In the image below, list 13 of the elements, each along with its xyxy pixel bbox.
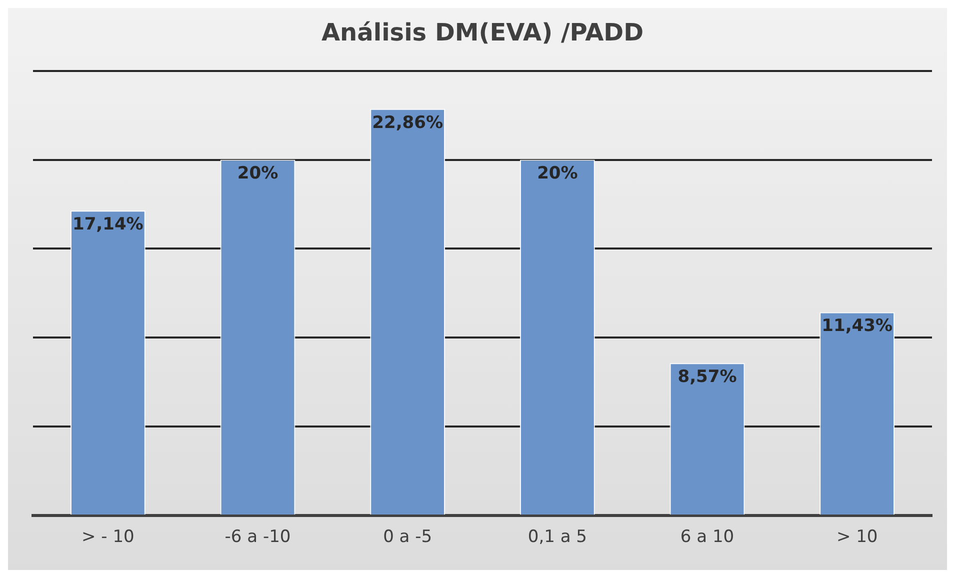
data-label: 20% (537, 164, 578, 184)
data-label: 11,43% (822, 316, 892, 336)
x-tick-label: 0,1 a 5 (528, 527, 587, 548)
data-label: 22,86% (372, 112, 443, 133)
x-tick-label: > - 10 (82, 527, 134, 548)
data-label: 20% (237, 164, 278, 184)
x-tick-label: 0 a -5 (383, 527, 432, 548)
x-tick-label: > 10 (836, 527, 878, 548)
chart-title: Análisis DM(EVA) /PADD (321, 18, 644, 47)
data-label: 8,57% (678, 367, 737, 388)
x-tick-label: -6 a -10 (224, 527, 291, 548)
x-tick-label: 6 a 10 (680, 527, 734, 548)
data-label: 17,14% (72, 214, 144, 235)
